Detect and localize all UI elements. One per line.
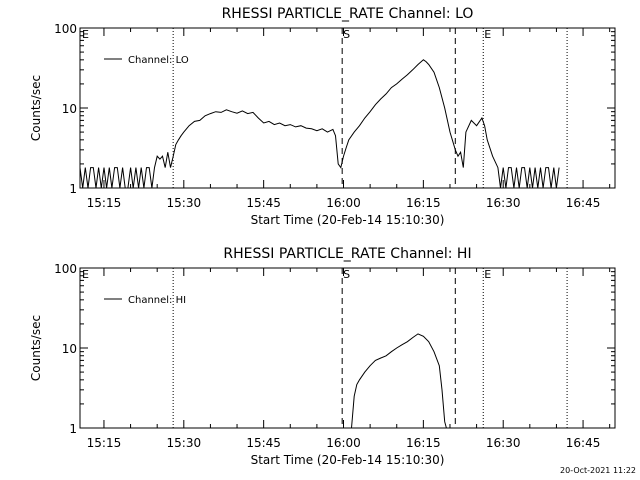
panel1-x-tick-label: 15:45 [246,196,281,210]
panel2-y-tick-label: 1 [69,422,77,436]
panel1-y-tick-label: 1 [69,182,77,196]
panel2-x-axis-label: Start Time (20-Feb-14 15:10:30) [251,453,445,467]
panel1-marker-label: E [82,28,89,41]
panel1-x-tick-label: 16:15 [406,196,441,210]
panel1-x-tick-label: 16:30 [486,196,521,210]
panel1-series-line [79,59,560,189]
panel1-x-tick-label: 15:15 [87,196,122,210]
panel2-y-tick-label: 100 [54,262,77,276]
panel1-marker-label: S [343,28,350,41]
panel2-y-tick-label: 10 [62,342,77,356]
panel1-legend-label: Channel: LO [128,55,189,66]
panel1-y-tick-label: 10 [62,102,77,116]
panel1-title: RHESSI PARTICLE_RATE Channel: LO [222,6,474,22]
panel2-plot-frame [79,267,616,429]
panel2-x-tick-label: 16:30 [486,436,521,450]
panel2-x-tick-label: 16:00 [326,436,361,450]
panel1-y-axis-label: Counts/sec [29,75,43,141]
panel1-x-axis-label: Start Time (20-Feb-14 15:10:30) [251,213,445,227]
footer-date: 20-Oct-2021 11:22 [560,466,636,475]
panel2-legend-label: Channel: HI [128,295,186,306]
panel2-x-tick-label: 15:15 [87,436,122,450]
panel1-marker-label: E [484,28,491,41]
panel2-x-tick-label: 15:45 [246,436,281,450]
panel1-plot-frame [79,27,616,189]
panel2-x-tick-label: 16:45 [566,436,601,450]
panel1-x-tick-label: 16:00 [326,196,361,210]
panel1-x-tick-label: 15:30 [167,196,202,210]
panel2-marker-label: E [484,268,491,281]
panel2-x-tick-label: 15:30 [167,436,202,450]
panel2-marker-label: E [82,268,89,281]
panel2-marker-label: S [343,268,350,281]
panel2-series-line [351,333,447,429]
panel2-x-tick-label: 16:15 [406,436,441,450]
panel1-y-tick-label: 100 [54,22,77,36]
panel2-y-axis-label: Counts/sec [29,315,43,381]
panel1-x-tick-label: 16:45 [566,196,601,210]
panel2-title: RHESSI PARTICLE_RATE Channel: HI [223,246,471,262]
